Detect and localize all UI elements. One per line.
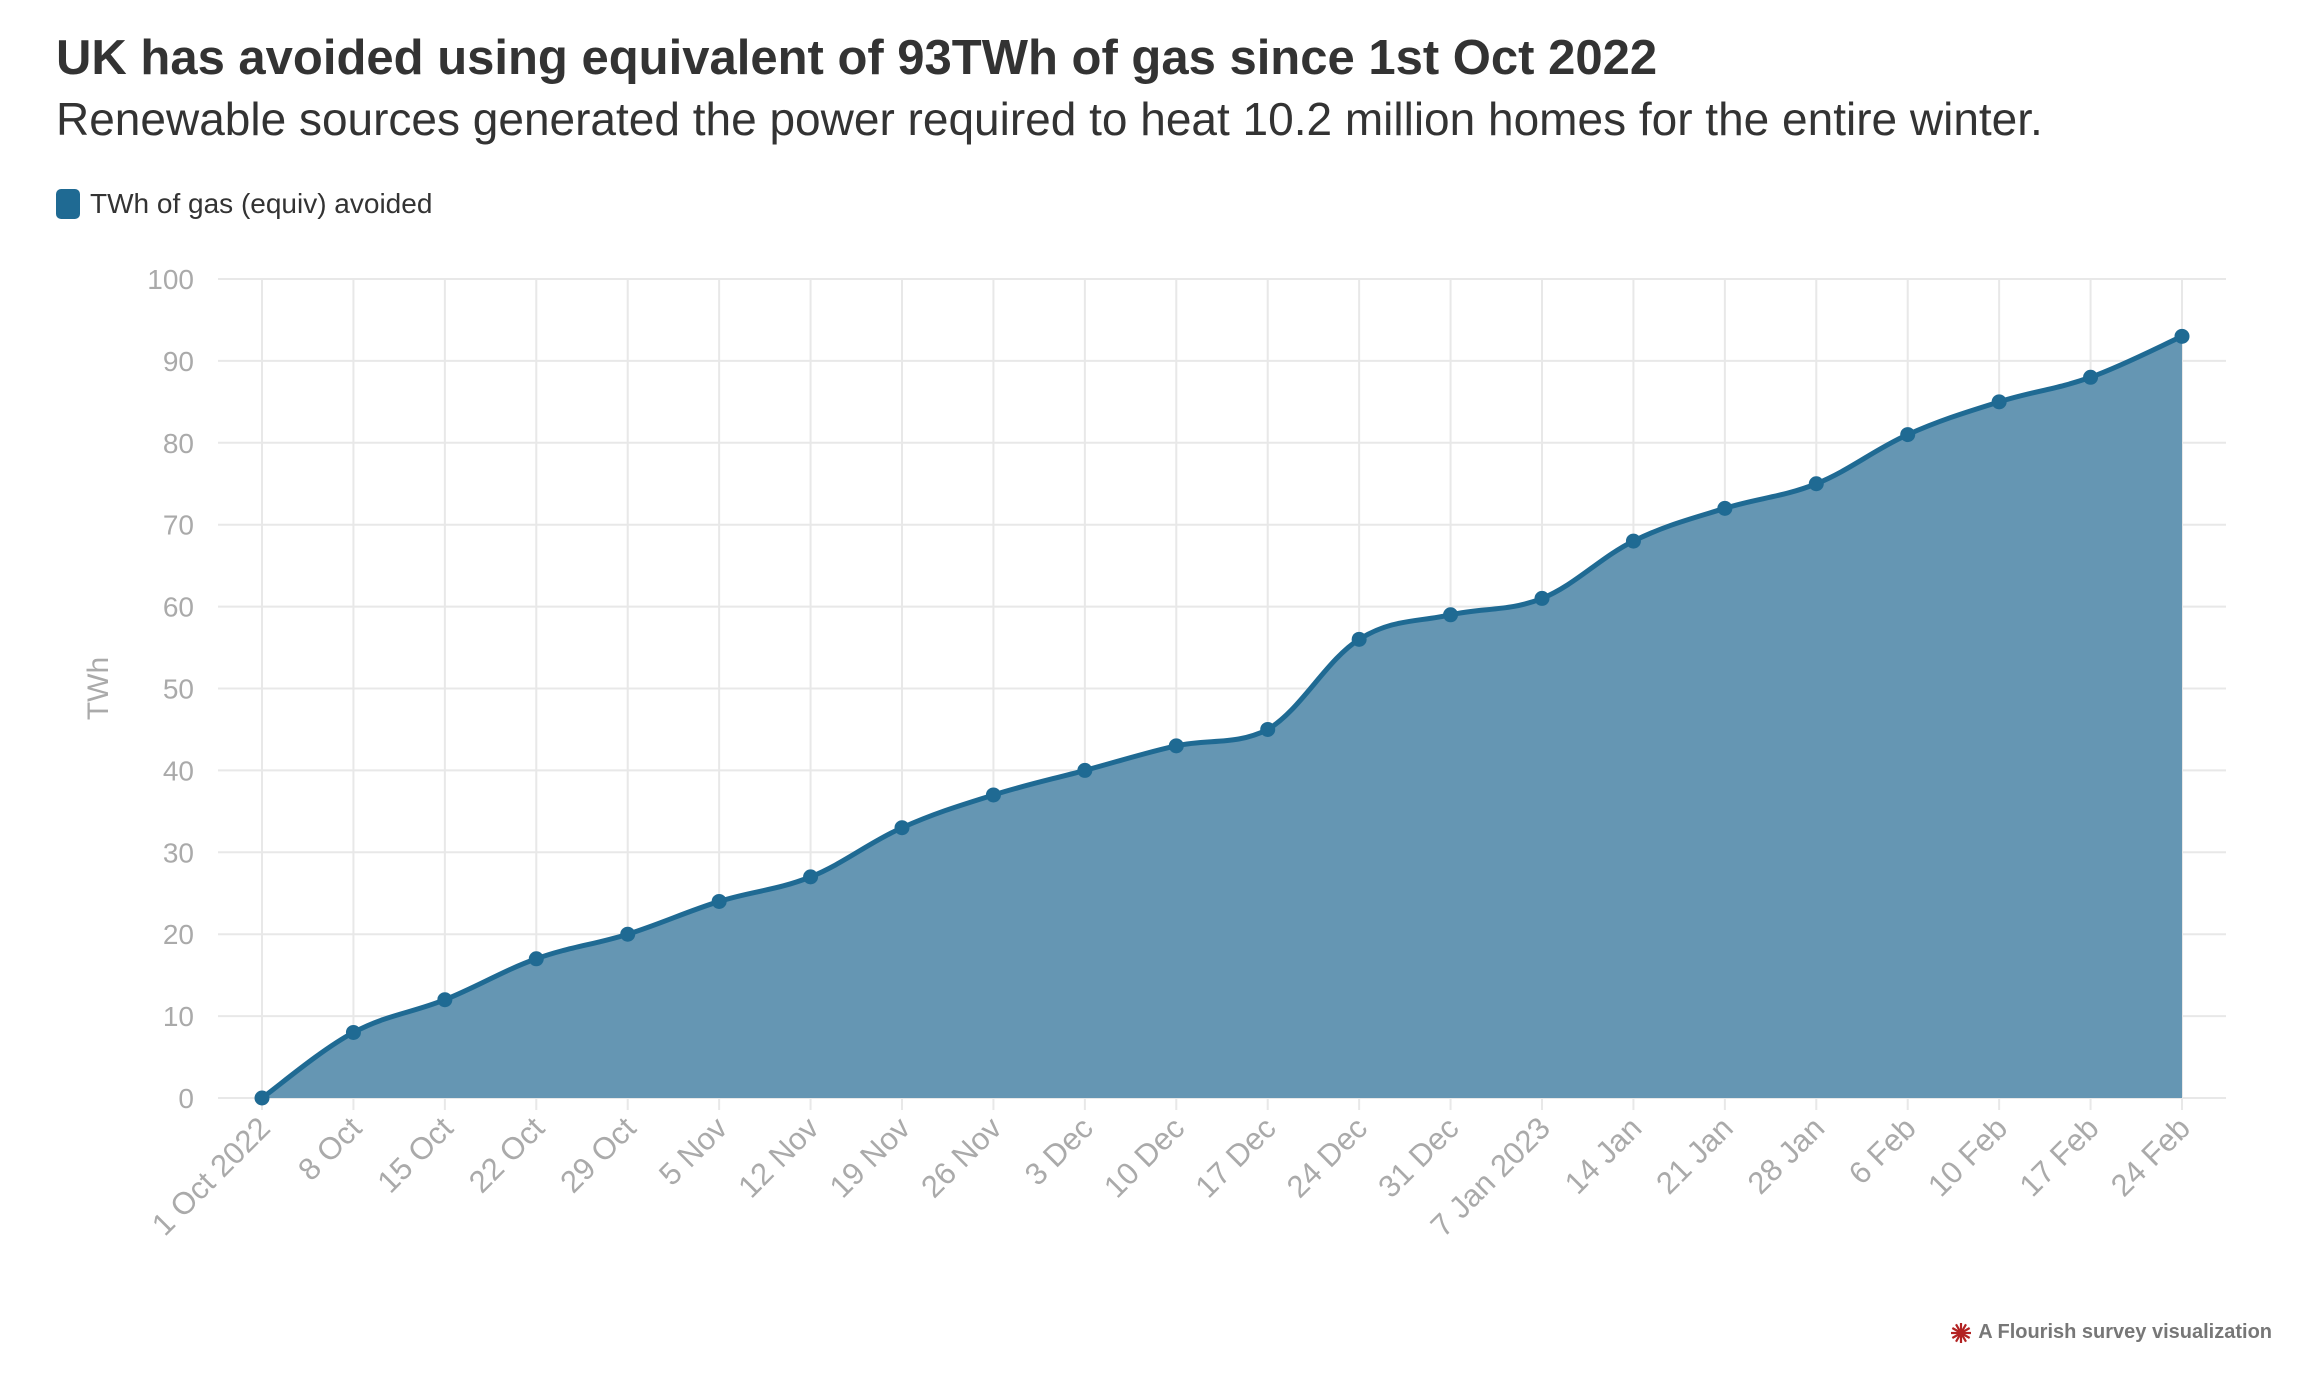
- legend-swatch-icon: [56, 189, 80, 219]
- y-axis-label: TWh: [82, 657, 115, 720]
- data-point: [437, 992, 453, 1008]
- data-point: [803, 869, 819, 885]
- y-tick-label: 100: [147, 264, 194, 295]
- data-point: [1991, 394, 2007, 410]
- y-tick-label: 60: [163, 592, 194, 623]
- data-point: [1808, 476, 1824, 492]
- x-tick-label: 24 Dec: [1280, 1110, 1374, 1204]
- x-tick-label: 19 Nov: [823, 1110, 918, 1205]
- y-tick-label: 30: [163, 837, 194, 868]
- flourish-logo-icon: [1951, 1322, 1972, 1343]
- data-point: [528, 951, 544, 967]
- data-point: [1077, 762, 1093, 778]
- series-area: [262, 336, 2182, 1099]
- x-tick-label: 17 Dec: [1188, 1110, 1282, 1204]
- flourish-credit-label: A Flourish survey visualization: [1978, 1321, 2272, 1343]
- x-tick-label: 29 Oct: [553, 1110, 643, 1200]
- legend-label: TWh of gas (equiv) avoided: [90, 188, 433, 219]
- y-tick-label: 0: [178, 1083, 194, 1114]
- x-tick-label: 26 Nov: [914, 1110, 1009, 1205]
- x-tick-label: 10 Feb: [1921, 1110, 2014, 1203]
- data-point: [2083, 369, 2099, 385]
- data-point: [1351, 631, 1367, 647]
- flourish-credit[interactable]: A Flourish survey visualization: [1950, 1321, 2272, 1344]
- data-point: [1717, 500, 1733, 516]
- data-point: [711, 893, 727, 909]
- chart-subtitle: Renewable sources generated the power re…: [56, 93, 2043, 145]
- y-tick-label: 10: [163, 1001, 194, 1032]
- data-point: [1168, 738, 1184, 754]
- y-tick-label: 80: [163, 428, 194, 459]
- chart-title: UK has avoided using equivalent of 93TWh…: [56, 31, 1658, 85]
- data-point: [985, 787, 1001, 803]
- y-tick-label: 40: [163, 755, 194, 786]
- x-tick-label: 22 Oct: [462, 1110, 552, 1200]
- y-tick-label: 20: [163, 919, 194, 950]
- x-tick-label: 1 Oct 2022: [145, 1110, 277, 1242]
- data-point: [1534, 590, 1550, 606]
- data-point: [620, 926, 636, 942]
- x-tick-label: 10 Dec: [1097, 1110, 1191, 1204]
- x-tick-label: 5 Nov: [652, 1110, 734, 1192]
- x-tick-label: 3 Dec: [1018, 1110, 1100, 1192]
- legend[interactable]: TWh of gas (equiv) avoided: [56, 188, 432, 220]
- y-tick-label: 90: [163, 346, 194, 377]
- y-tick-label: 70: [163, 510, 194, 541]
- data-point: [345, 1024, 361, 1040]
- x-tick-label: 12 Nov: [731, 1110, 826, 1205]
- data-point: [1260, 721, 1276, 737]
- x-tick-label: 8 Oct: [291, 1110, 368, 1187]
- data-point: [1900, 427, 1916, 443]
- x-tick-label: 24 Feb: [2104, 1110, 2197, 1203]
- x-tick-label: 14 Jan: [1558, 1110, 1649, 1201]
- x-tick-label: 28 Jan: [1741, 1110, 1832, 1201]
- data-point: [2174, 328, 2190, 344]
- data-point: [894, 820, 910, 836]
- data-point: [254, 1090, 270, 1106]
- x-tick-label: 6 Feb: [1842, 1110, 1923, 1191]
- data-point: [1625, 533, 1641, 549]
- y-tick-label: 50: [163, 674, 194, 705]
- x-tick-label: 17 Feb: [2013, 1110, 2106, 1203]
- x-tick-label: 15 Oct: [370, 1110, 460, 1200]
- x-tick-label: 21 Jan: [1649, 1110, 1740, 1201]
- data-point: [1443, 607, 1459, 623]
- series-line: [260, 334, 2184, 1101]
